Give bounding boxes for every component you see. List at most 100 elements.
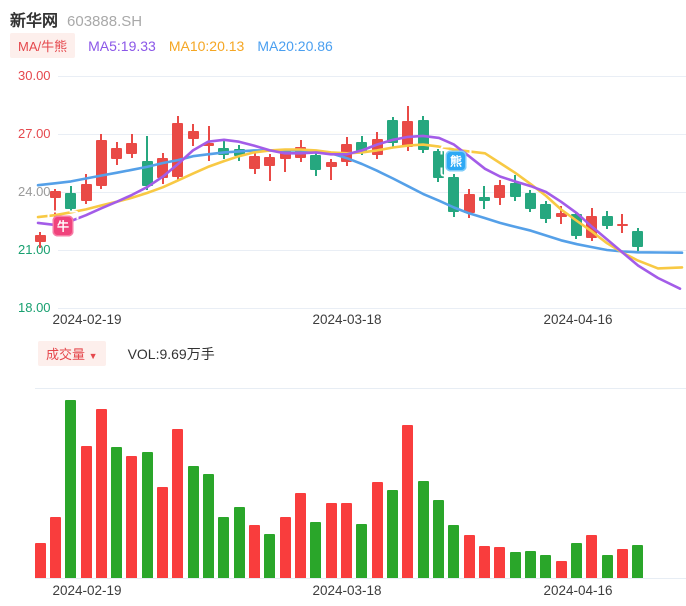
candle[interactable]	[295, 146, 306, 159]
volume-bar[interactable]	[341, 503, 352, 578]
candle[interactable]	[570, 214, 582, 237]
volume-bar[interactable]	[540, 554, 552, 578]
volume-bar[interactable]	[95, 408, 107, 578]
candle[interactable]	[586, 216, 598, 239]
volume-bar[interactable]	[524, 551, 536, 578]
gridline	[58, 192, 686, 193]
candle[interactable]	[126, 142, 138, 155]
volume-bar[interactable]	[586, 535, 598, 578]
volume-bar[interactable]	[632, 545, 644, 578]
candle[interactable]	[463, 193, 475, 214]
candle[interactable]	[157, 158, 169, 179]
candle[interactable]	[172, 123, 184, 178]
volume-bar[interactable]	[448, 524, 460, 578]
candle[interactable]	[233, 148, 245, 157]
candle[interactable]	[187, 131, 199, 139]
volume-bar[interactable]	[616, 549, 628, 578]
candle[interactable]	[325, 162, 337, 167]
volume-bar[interactable]	[218, 517, 230, 578]
volume-bar[interactable]	[65, 400, 77, 578]
volume-bar[interactable]	[187, 466, 199, 578]
candle[interactable]	[371, 138, 383, 156]
volume-header-row: 成交量 ▼ VOL:9.69万手	[38, 341, 215, 366]
volume-bar[interactable]	[233, 506, 245, 578]
candle[interactable]	[402, 121, 414, 148]
volume-bar[interactable]	[478, 546, 490, 578]
volume-bar[interactable]	[80, 445, 92, 578]
chart-header: 新华网 603888.SH	[10, 7, 142, 31]
volume-bar[interactable]	[417, 481, 429, 578]
candle[interactable]	[141, 161, 153, 187]
volume-bar[interactable]	[279, 517, 291, 578]
candle[interactable]	[540, 203, 552, 220]
candle[interactable]	[65, 193, 77, 210]
volume-bar[interactable]	[141, 452, 153, 578]
volume-bar[interactable]	[494, 547, 506, 578]
volume-bar[interactable]	[402, 424, 414, 578]
volume-bar[interactable]	[555, 561, 567, 578]
candle[interactable]	[632, 230, 644, 248]
volume-bar[interactable]	[371, 482, 383, 578]
stock-code: 603888.SH	[67, 13, 143, 30]
candle[interactable]	[80, 184, 92, 201]
candle[interactable]	[494, 185, 506, 198]
gridline	[58, 76, 686, 77]
date-tick-label: 2024-03-18	[312, 312, 382, 327]
volume-bar[interactable]	[126, 455, 138, 578]
candle[interactable]	[49, 191, 61, 198]
candle[interactable]	[341, 143, 352, 163]
date-tick-label: 2024-02-19	[52, 312, 122, 327]
candle[interactable]	[310, 155, 322, 170]
gridline	[58, 308, 686, 309]
volume-bar[interactable]	[157, 486, 169, 578]
volume-bar[interactable]	[172, 428, 184, 578]
bull-signal-marker[interactable]: 牛	[47, 210, 79, 242]
volume-bar[interactable]	[463, 535, 475, 578]
candle[interactable]	[95, 139, 107, 187]
gridline	[58, 250, 686, 251]
candle[interactable]	[203, 142, 215, 146]
date-tick-label: 2024-04-16	[543, 583, 613, 598]
candle[interactable]	[264, 157, 276, 166]
volume-bar[interactable]	[387, 489, 398, 578]
candle[interactable]	[524, 193, 536, 209]
candle[interactable]	[555, 213, 567, 218]
volume-bar[interactable]	[111, 446, 123, 578]
candle[interactable]	[448, 176, 460, 213]
candle[interactable]	[478, 196, 490, 201]
candle[interactable]	[111, 147, 123, 160]
candle[interactable]	[417, 119, 429, 150]
candle[interactable]	[34, 234, 46, 243]
volume-bar[interactable]	[34, 542, 46, 578]
ma-bullbear-toggle-badge[interactable]: MA/牛熊	[10, 33, 76, 58]
date-tick-label: 2024-04-16	[543, 312, 613, 327]
candle[interactable]	[356, 141, 368, 152]
ma5-line	[36, 134, 682, 291]
volume-bar[interactable]	[310, 521, 322, 578]
ma5-legend-value: MA5:19.33	[88, 37, 156, 54]
candle[interactable]	[387, 119, 398, 143]
volume-bar[interactable]	[570, 542, 582, 578]
volume-bar[interactable]	[356, 523, 368, 578]
volume-bar[interactable]	[325, 503, 337, 578]
candle[interactable]	[218, 147, 230, 156]
date-tick-label: 2024-02-19	[52, 583, 122, 598]
volume-bar[interactable]	[432, 500, 444, 578]
candle[interactable]	[249, 156, 260, 169]
volume-indicator-dropdown[interactable]: 成交量 ▼	[38, 341, 106, 366]
date-tick-label: 2024-03-18	[312, 583, 382, 598]
volume-bar[interactable]	[601, 554, 613, 578]
price-tick-label: 27.00	[18, 126, 51, 141]
candle[interactable]	[601, 216, 613, 226]
volume-bar[interactable]	[49, 517, 61, 578]
ma20-legend-value: MA20:20.86	[257, 37, 333, 54]
volume-bar[interactable]	[509, 552, 521, 578]
volume-bar[interactable]	[295, 492, 306, 578]
bear-signal-marker[interactable]: 熊	[440, 145, 472, 177]
volume-bar[interactable]	[264, 534, 276, 578]
volume-bar[interactable]	[203, 473, 215, 578]
volume-bar[interactable]	[249, 524, 260, 578]
candle[interactable]	[279, 151, 291, 160]
candle[interactable]	[509, 183, 521, 197]
candle[interactable]	[616, 223, 628, 226]
